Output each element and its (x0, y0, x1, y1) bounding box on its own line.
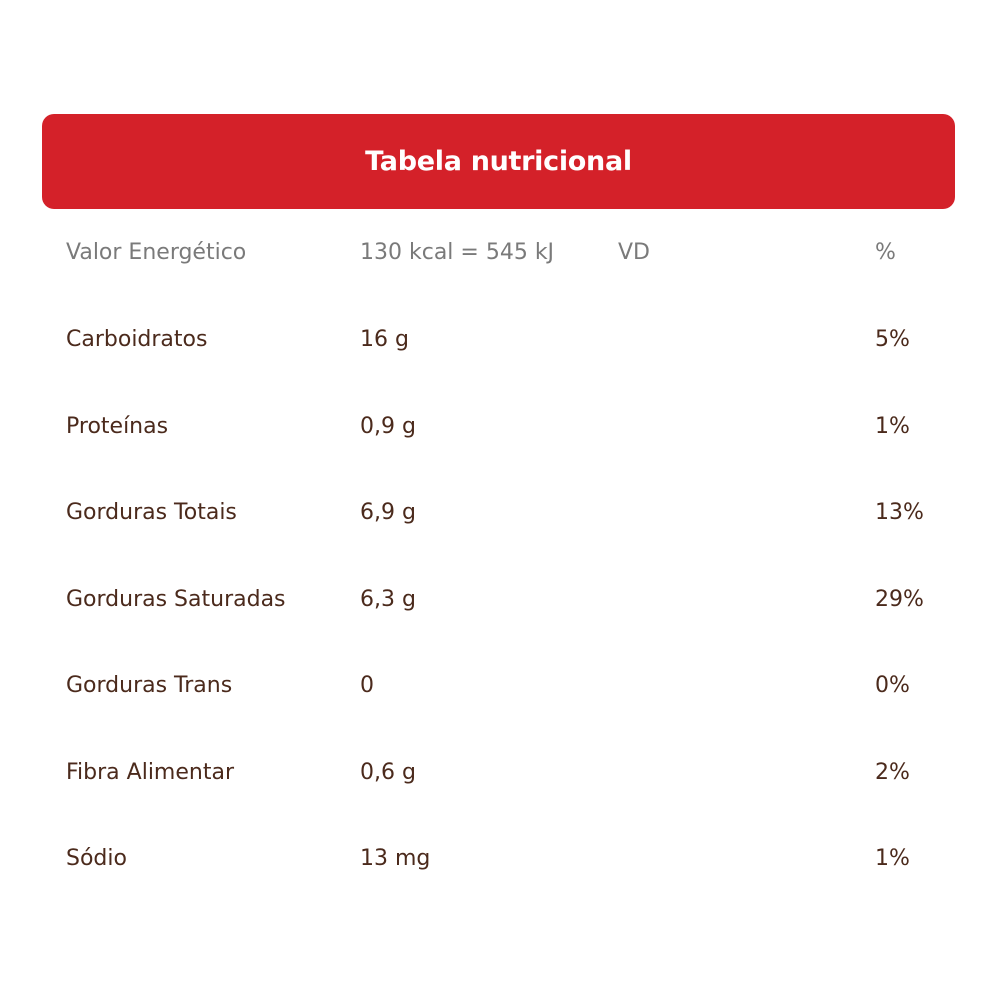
energy-value: 130 kcal = 545 kJ (360, 240, 555, 265)
table-row: Proteínas 0,9 g 1% (0, 407, 1000, 447)
nutrient-vd: 13% (875, 500, 924, 525)
table-row: Gorduras Saturadas 6,3 g 29% (0, 580, 1000, 620)
nutrient-vd: 0% (875, 673, 910, 698)
table-row: Fibra Alimentar 0,6 g 2% (0, 753, 1000, 793)
nutrient-label: Sódio (66, 846, 127, 871)
table-row: Sódio 13 mg 1% (0, 839, 1000, 879)
nutrient-amount: 6,3 g (360, 586, 416, 612)
nutrient-label: Proteínas (66, 413, 169, 439)
table-row: Gorduras Totais 6,9 g 13% (0, 493, 1000, 533)
nutrient-vd: 2% (875, 759, 910, 785)
nutrient-label: Carboidratos (66, 327, 208, 352)
percent-header: % (875, 240, 896, 265)
table-header: Tabela nutricional (42, 114, 955, 209)
energy-row: Valor Energético 130 kcal = 545 kJ VD % (0, 233, 1000, 273)
nutrient-amount: 16 g (360, 327, 409, 352)
table-row: Gorduras Trans 0 0% (0, 666, 1000, 706)
nutrient-amount: 13 mg (360, 846, 431, 871)
nutrient-amount: 0,9 g (360, 413, 416, 439)
nutrient-label: Fibra Alimentar (66, 759, 234, 785)
energy-label: Valor Energético (66, 240, 247, 265)
nutrient-label: Gorduras Saturadas (66, 586, 286, 612)
nutrient-amount: 0,6 g (360, 759, 416, 785)
nutrient-vd: 1% (875, 413, 910, 439)
table-row: Carboidratos 16 g 5% (0, 320, 1000, 360)
nutrient-label: Gorduras Totais (66, 500, 237, 525)
nutrient-vd: 29% (875, 586, 924, 612)
nutrient-label: Gorduras Trans (66, 673, 233, 698)
nutrient-vd: 1% (875, 846, 910, 871)
nutrient-amount: 0 (360, 673, 374, 698)
nutrient-amount: 6,9 g (360, 500, 416, 525)
table-title: Tabela nutricional (365, 146, 632, 177)
nutrient-vd: 5% (875, 327, 910, 352)
vd-header: VD (618, 240, 650, 265)
